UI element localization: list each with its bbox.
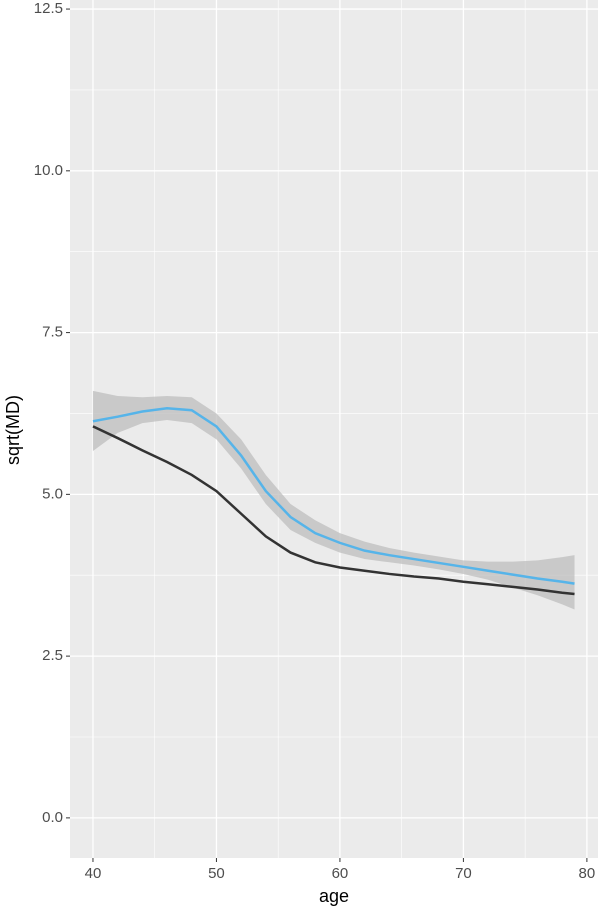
y-axis-title: sqrt(MD) bbox=[3, 395, 23, 465]
x-tick-label: 60 bbox=[332, 865, 349, 882]
y-tick-label: 7.5 bbox=[42, 324, 63, 341]
y-tick-label: 0.0 bbox=[42, 809, 63, 826]
y-tick-label: 2.5 bbox=[42, 647, 63, 664]
line bbox=[92, 425, 575, 596]
y-tick-label: 5.0 bbox=[42, 485, 63, 502]
x-axis-title: age bbox=[319, 886, 349, 906]
line bbox=[92, 407, 575, 585]
x-tick-label: 50 bbox=[208, 865, 225, 882]
panel bbox=[70, 0, 598, 858]
y-tick-label: 10.0 bbox=[34, 162, 63, 179]
x-tick-label: 80 bbox=[579, 865, 596, 882]
x-tick-label: 40 bbox=[85, 865, 102, 882]
y-tick-label: 12.5 bbox=[34, 0, 63, 17]
x-tick-label: 70 bbox=[455, 865, 472, 882]
